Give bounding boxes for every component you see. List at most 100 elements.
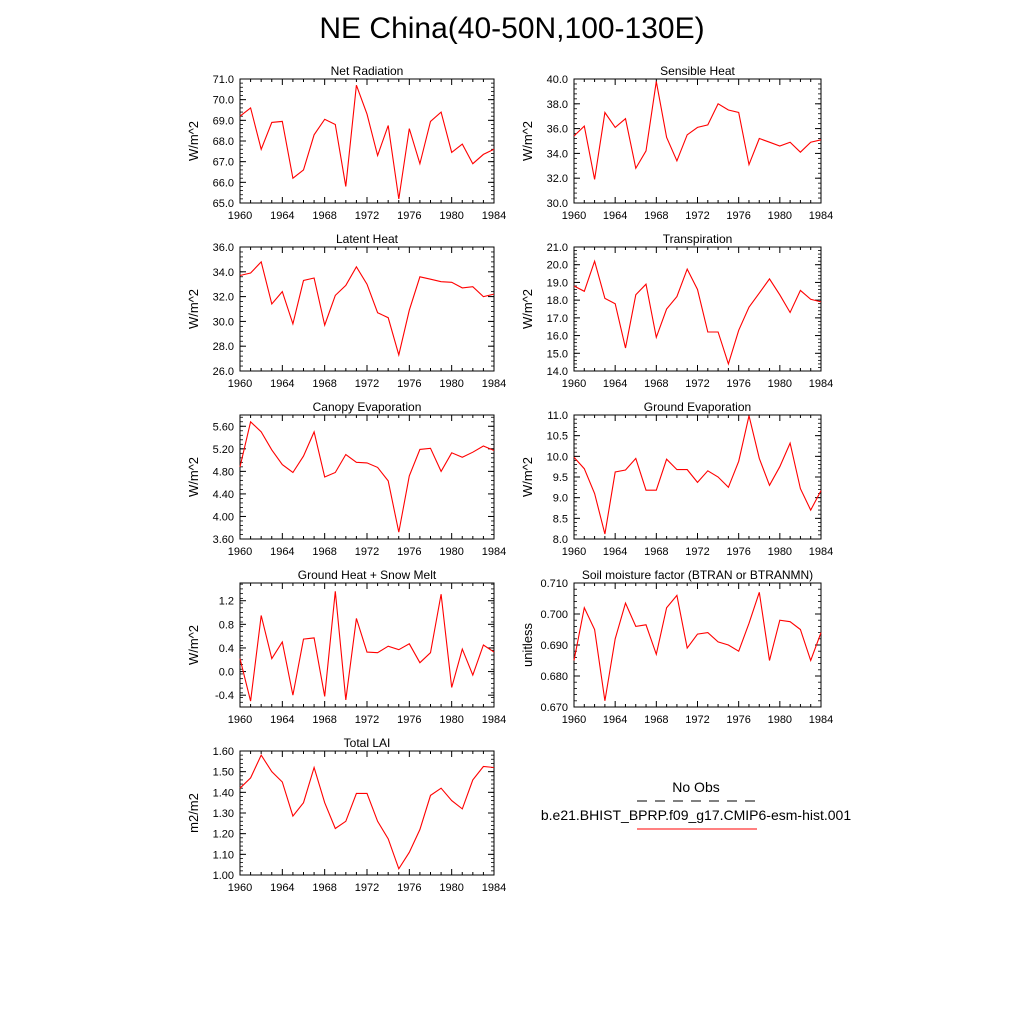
chart-panel-8: Soil moisture factor (BTRAN or BTRANMN) u…	[520, 568, 833, 726]
series-line	[239, 260, 495, 358]
x-tick-label: 1960	[228, 882, 252, 894]
y-tick-label: 0.690	[540, 640, 568, 652]
y-axis-label: W/m^2	[520, 121, 535, 161]
x-tick-label: 1976	[397, 378, 421, 390]
legend-model-label: b.e21.BHIST_BPRP.f09_g17.CMIP6-esm-hist.…	[540, 807, 852, 823]
x-tick-label: 1964	[603, 714, 627, 726]
x-tick-label: 1980	[439, 378, 463, 390]
x-tick-label: 1968	[644, 210, 668, 222]
chart-panel-1: Net Radiation W/m^2 1960 1964 1968 1972 1976 19…	[186, 64, 506, 222]
y-axis-label: unitless	[520, 622, 535, 667]
y-tick-label: 8.0	[553, 534, 568, 546]
y-tick-label: 5.60	[213, 421, 234, 433]
x-tick-label: 1980	[439, 882, 463, 894]
panel-title: Canopy Evaporation	[313, 400, 422, 414]
x-tick-label: 1960	[562, 714, 586, 726]
y-tick-label: 28.0	[213, 341, 234, 353]
series-line	[573, 415, 822, 535]
series-line	[239, 753, 495, 871]
series-line	[239, 85, 495, 199]
x-tick-label: 1984	[482, 882, 506, 894]
y-tick-label: 1.40	[213, 787, 234, 799]
x-tick-label: 1972	[355, 546, 379, 558]
x-tick-label: 1984	[809, 546, 833, 558]
x-tick-label: 1984	[809, 210, 833, 222]
x-tick-label: 1964	[603, 546, 627, 558]
y-tick-label: 1.60	[213, 746, 234, 758]
y-tick-label: 30.0	[213, 316, 234, 328]
y-tick-label: 70.0	[213, 95, 234, 107]
x-tick-label: 1980	[439, 210, 463, 222]
y-tick-label: 26.0	[213, 366, 234, 378]
series-line	[573, 259, 822, 366]
x-tick-label: 1960	[562, 210, 586, 222]
y-tick-label: 1.10	[213, 849, 234, 861]
y-tick-label: 71.0	[213, 74, 234, 86]
chart-panel-3: Latent Heat W/m^2 1960 1964 1968 1972 1976 1980…	[186, 232, 506, 390]
y-tick-label: 0.680	[540, 671, 568, 683]
y-tick-label: 10.0	[547, 451, 568, 463]
x-tick-label: 1968	[644, 378, 668, 390]
panel-title: Ground Evaporation	[644, 400, 751, 414]
series-line	[573, 592, 822, 701]
x-tick-label: 1972	[355, 210, 379, 222]
y-tick-label: 1.20	[213, 829, 234, 841]
series-line	[239, 591, 495, 702]
x-tick-label: 1968	[312, 378, 336, 390]
panel-title: Ground Heat + Snow Melt	[298, 568, 437, 582]
y-axis-label: W/m^2	[186, 625, 201, 665]
x-tick-label: 1964	[270, 714, 294, 726]
x-tick-label: 1972	[355, 882, 379, 894]
y-tick-label: 36.0	[213, 242, 234, 254]
x-tick-label: 1976	[397, 882, 421, 894]
x-tick-label: 1968	[312, 210, 336, 222]
chart-panel-9: Total LAI m2/m2 1960 1964 1968 1972 1976 1980 19…	[186, 736, 506, 894]
x-tick-label: 1980	[768, 210, 792, 222]
y-tick-label: 0.0	[219, 667, 234, 679]
y-tick-label: 5.20	[213, 444, 234, 456]
y-tick-label: 1.30	[213, 808, 234, 820]
y-axis-label: W/m^2	[186, 457, 201, 497]
plot-frame	[573, 414, 822, 540]
x-tick-label: 1960	[228, 378, 252, 390]
x-tick-label: 1976	[726, 378, 750, 390]
series-line	[239, 420, 495, 533]
x-tick-label: 1980	[439, 714, 463, 726]
y-tick-label: 1.50	[213, 767, 234, 779]
plot-frame	[573, 246, 822, 372]
x-tick-label: 1968	[312, 882, 336, 894]
y-tick-label: 32.0	[213, 292, 234, 304]
y-tick-label: 40.0	[547, 74, 568, 86]
x-tick-label: 1980	[768, 714, 792, 726]
y-tick-label: 0.700	[540, 609, 568, 621]
series-line	[573, 81, 822, 180]
y-tick-label: 8.5	[553, 513, 568, 525]
y-tick-label: 18.0	[547, 295, 568, 307]
x-tick-label: 1964	[270, 210, 294, 222]
panel-title: Latent Heat	[336, 232, 399, 246]
x-tick-label: 1968	[644, 546, 668, 558]
chart-panel-5: Canopy Evaporation W/m^2 1960 1964 1968 1972 1…	[186, 400, 506, 558]
y-tick-label: 19.0	[547, 277, 568, 289]
x-tick-label: 1976	[397, 714, 421, 726]
y-axis-label: m2/m2	[186, 793, 201, 833]
y-tick-label: 20.0	[547, 260, 568, 272]
x-tick-label: 1964	[270, 882, 294, 894]
x-tick-label: 1964	[270, 546, 294, 558]
x-tick-label: 1960	[228, 546, 252, 558]
y-tick-label: 65.0	[213, 198, 234, 210]
y-tick-label: 0.8	[219, 619, 234, 631]
x-tick-label: 1976	[726, 714, 750, 726]
y-tick-label: 15.0	[547, 348, 568, 360]
y-tick-label: 9.5	[553, 472, 568, 484]
chart-panel-2: Sensible Heat W/m^2 1960 1964 1968 1972 1976 19…	[520, 64, 833, 222]
panel-title: Transpiration	[663, 232, 733, 246]
plot-frame	[239, 246, 495, 372]
x-tick-label: 1972	[685, 210, 709, 222]
plot-frame	[239, 750, 495, 876]
x-tick-label: 1964	[270, 378, 294, 390]
x-tick-label: 1972	[685, 714, 709, 726]
x-tick-label: 1964	[603, 210, 627, 222]
x-tick-label: 1960	[228, 714, 252, 726]
y-tick-label: 34.0	[213, 267, 234, 279]
